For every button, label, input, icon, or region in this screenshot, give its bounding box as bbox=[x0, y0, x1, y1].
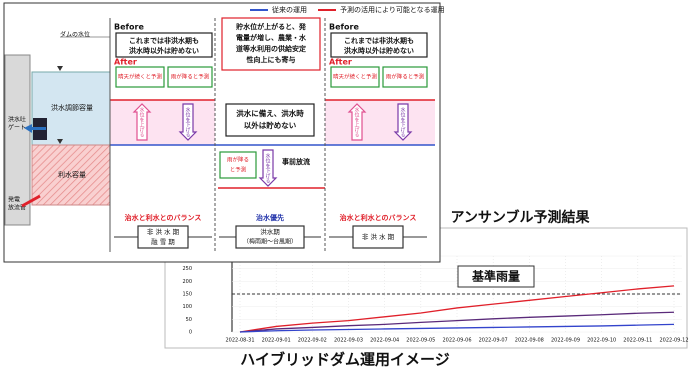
label: 治水と利水とのバランス bbox=[340, 213, 417, 222]
x-tick-label: 2022-09-03 bbox=[334, 338, 363, 344]
box bbox=[221, 17, 321, 71]
label: 洪水に備え、洪水時 bbox=[236, 108, 304, 118]
x-tick-label: 2022-09-07 bbox=[479, 338, 508, 344]
x-tick-label: 2022-09-05 bbox=[406, 338, 435, 344]
label: 事前放流 bbox=[282, 157, 310, 166]
box bbox=[115, 32, 213, 58]
caption: ハイブリッドダム運用イメージ bbox=[240, 351, 449, 369]
legend-text: 従来の運用 bbox=[272, 5, 307, 14]
label: 晴天が続くと予測 bbox=[118, 73, 163, 81]
arrow-label: 水位を上げる bbox=[139, 106, 145, 137]
y-tick-label: 150 bbox=[182, 292, 192, 298]
label: これまでは非洪水期も bbox=[129, 36, 199, 45]
box bbox=[330, 32, 428, 58]
label: Before bbox=[114, 23, 144, 32]
x-tick-label: 2022-09-12 bbox=[659, 338, 688, 344]
label: After bbox=[114, 58, 137, 67]
series-line bbox=[239, 311, 675, 333]
label: 洪水吐 bbox=[8, 116, 26, 124]
y-tick-label: 0 bbox=[189, 330, 192, 336]
label: 雨が降ると予測 bbox=[386, 73, 425, 81]
x-tick-label: 2022-09-10 bbox=[587, 338, 616, 344]
arrow bbox=[393, 103, 413, 141]
x-tick-label: 2022-09-08 bbox=[515, 338, 544, 344]
band bbox=[325, 100, 435, 145]
arrow-label: 水位を下げる bbox=[400, 106, 406, 137]
label: 非 洪 水 期 bbox=[147, 227, 180, 236]
label: ダムの水位 bbox=[60, 31, 90, 39]
y-tick-label: 250 bbox=[182, 266, 192, 272]
label: 道等水利用の供給安定 bbox=[236, 44, 306, 53]
series-line bbox=[239, 285, 675, 333]
label: Before bbox=[329, 23, 359, 32]
label: 治水優先 bbox=[256, 213, 284, 222]
y-tick-label: 200 bbox=[182, 279, 192, 285]
arrow bbox=[132, 103, 152, 141]
legend-text: 予測の活用により可能となる運用 bbox=[340, 5, 445, 14]
band bbox=[110, 100, 215, 145]
arrow bbox=[21, 194, 41, 208]
label: と予測 bbox=[230, 166, 247, 174]
box bbox=[219, 151, 257, 179]
label: 利水容量 bbox=[58, 170, 86, 179]
arrow-label: 水位を下げる bbox=[185, 106, 191, 137]
label: 治水と利水とのバランス bbox=[125, 213, 202, 222]
box bbox=[352, 225, 404, 249]
x-tick-label: 2022-09-09 bbox=[551, 338, 580, 344]
x-tick-label: 2022-09-06 bbox=[442, 338, 471, 344]
x-tick-label: 2022-09-01 bbox=[262, 338, 291, 344]
x-tick-label: 2022-08-31 bbox=[225, 338, 254, 344]
y-tick-label: 100 bbox=[182, 304, 192, 310]
box bbox=[382, 66, 428, 88]
arrow-label: 水位を下げる bbox=[265, 152, 271, 183]
x-tick-label: 2022-09-11 bbox=[623, 338, 652, 344]
label: 雨が降る bbox=[227, 156, 249, 164]
water-use-capacity bbox=[31, 144, 111, 206]
label: ゲート bbox=[8, 124, 26, 132]
label: 洪水時以外は貯めない bbox=[344, 46, 414, 55]
arrow-label: 水位を上げる bbox=[354, 106, 360, 137]
arrow bbox=[258, 149, 278, 187]
threshold-box bbox=[457, 265, 535, 288]
label: 性向上にも寄与 bbox=[247, 55, 296, 64]
x-tick-label: 2022-09-02 bbox=[298, 338, 327, 344]
label: 貯水位が上がると、発 bbox=[236, 22, 307, 31]
columns: Beforeこれまでは非洪水期も洪水時以外は貯めないAfter晴天が続くと予測雨… bbox=[114, 17, 428, 249]
dam-wall bbox=[4, 54, 31, 226]
label: 発電 bbox=[8, 196, 20, 204]
label: After bbox=[329, 58, 352, 67]
label: 融 雪 期 bbox=[151, 237, 175, 246]
label: 晴天が続くと予測 bbox=[333, 73, 378, 81]
box bbox=[115, 66, 165, 88]
box bbox=[225, 103, 315, 137]
water-mark bbox=[57, 139, 63, 144]
box bbox=[235, 225, 305, 249]
label: 以外は貯めない bbox=[244, 120, 297, 130]
box bbox=[137, 225, 189, 249]
label: 雨が降ると予測 bbox=[171, 73, 210, 81]
box bbox=[330, 66, 380, 88]
label: 放流管 bbox=[8, 204, 26, 212]
x-tick-label: 2022-09-04 bbox=[370, 338, 399, 344]
water-mark bbox=[57, 66, 63, 71]
label: 電量が増し、農業・水 bbox=[236, 33, 307, 42]
threshold-label: 基準雨量 bbox=[471, 269, 520, 284]
label: 洪水時以外は貯めない bbox=[129, 46, 199, 55]
label: 洪水調節容量 bbox=[51, 103, 93, 112]
y-tick-label: 50 bbox=[186, 317, 192, 323]
label: （梅雨期～台風期） bbox=[243, 238, 297, 246]
chart-title: アンサンブル予測結果 bbox=[450, 209, 590, 226]
series-line bbox=[239, 323, 675, 333]
box bbox=[167, 66, 213, 88]
arrow bbox=[347, 103, 367, 141]
arrow bbox=[178, 103, 198, 141]
label: 洪水期 bbox=[260, 227, 280, 236]
label: 非 洪 水 期 bbox=[362, 232, 395, 241]
label: これまでは非洪水期も bbox=[344, 36, 414, 45]
arrow bbox=[24, 124, 46, 133]
